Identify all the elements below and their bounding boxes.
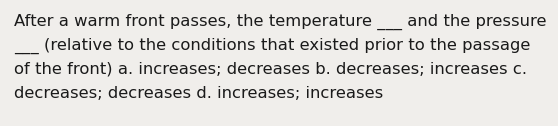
Text: of the front) a. increases; decreases b. decreases; increases c.: of the front) a. increases; decreases b.… — [14, 62, 527, 77]
Text: decreases; decreases d. increases; increases: decreases; decreases d. increases; incre… — [14, 86, 383, 101]
Text: After a warm front passes, the temperature ___ and the pressure: After a warm front passes, the temperatu… — [14, 14, 546, 30]
Text: ___ (relative to the conditions that existed prior to the passage: ___ (relative to the conditions that exi… — [14, 38, 530, 54]
